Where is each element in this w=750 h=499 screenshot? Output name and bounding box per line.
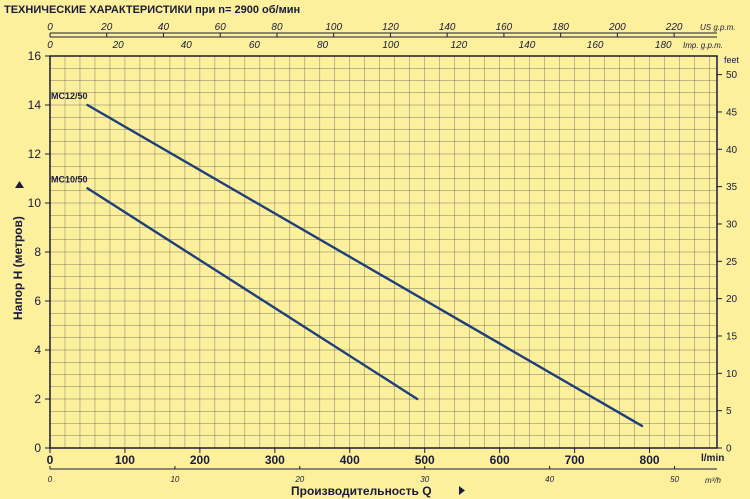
- series-label: MC12/50: [51, 91, 88, 101]
- y-feet-tick-label: 35: [726, 182, 738, 193]
- top-imp-tick-label: 140: [519, 40, 536, 51]
- series-line: [86, 103, 644, 428]
- top-us-tick-label: 140: [439, 22, 456, 33]
- top-imp-tick-label: 80: [317, 40, 329, 51]
- chart-title: ТЕХНИЧЕСКИЕ ХАРАКТЕРИСТИКИ при n= 2900 о…: [4, 4, 300, 16]
- y-feet-tick-label: 50: [726, 70, 738, 81]
- x-axis-title: Производительность Q: [291, 484, 432, 498]
- right-axis-unit: feet: [724, 55, 740, 65]
- x-tick-label: 200: [190, 453, 210, 467]
- y-axis-title: Напор H (метров): [11, 216, 25, 320]
- x-m3h-tick-label: 30: [420, 475, 429, 484]
- y-feet-tick-label: 10: [726, 369, 738, 380]
- top-us-tick-label: 120: [382, 22, 399, 33]
- top-imp-tick-label: 20: [112, 40, 125, 51]
- y-axis-arrow-icon: [15, 181, 24, 188]
- x-m3h-tick-label: 50: [670, 475, 679, 484]
- x-m3h-tick-label: 40: [545, 475, 554, 484]
- top-us-tick-label: 60: [215, 22, 227, 33]
- series-line: [86, 187, 419, 401]
- y-feet-tick-label: 20: [726, 294, 738, 305]
- top-imp-tick-label: 100: [382, 40, 399, 51]
- top-us-tick-label: 0: [47, 22, 53, 33]
- y-feet-tick-label: 30: [726, 219, 738, 230]
- y-feet-tick-label: 0: [726, 444, 732, 455]
- x-tick-label: 800: [640, 453, 660, 467]
- y-tick-label: 14: [28, 98, 42, 112]
- top-axis-us-unit: US g.p.m.: [700, 23, 736, 32]
- top-us-tick-label: 20: [100, 22, 113, 33]
- x-axis-unit: l/min: [701, 453, 724, 464]
- y-tick-label: 8: [34, 245, 41, 259]
- top-imp-tick-label: 160: [587, 40, 604, 51]
- top-imp-tick-label: 60: [249, 40, 261, 51]
- top-us-tick-label: 200: [608, 22, 626, 33]
- top-us-tick-label: 160: [496, 22, 513, 33]
- x-tick-label: 600: [490, 453, 510, 467]
- x-tick-label: 0: [47, 453, 54, 467]
- x-m3h-tick-label: 0: [48, 475, 53, 484]
- y-tick-label: 10: [28, 196, 42, 210]
- y-feet-tick-label: 40: [726, 145, 738, 156]
- x-tick-label: 500: [415, 453, 435, 467]
- y-feet-tick-label: 5: [726, 406, 732, 417]
- y-tick-label: 0: [34, 441, 41, 455]
- top-us-tick-label: 100: [325, 22, 342, 33]
- y-feet-tick-label: 15: [726, 331, 738, 342]
- x-m3h-tick-label: 20: [294, 475, 304, 484]
- top-imp-tick-label: 0: [47, 40, 53, 51]
- y-feet-tick-label: 25: [726, 257, 738, 268]
- series-label: MC10/50: [51, 174, 88, 184]
- y-tick-label: 4: [34, 343, 41, 357]
- x-tick-label: 100: [115, 453, 135, 467]
- x-axis-arrow-icon: [459, 486, 465, 495]
- x-axis-m3h-unit: m³/h: [705, 476, 722, 485]
- y-tick-label: 12: [28, 147, 42, 161]
- y-tick-label: 6: [34, 294, 41, 308]
- x-tick-label: 300: [265, 453, 285, 467]
- top-us-tick-label: 180: [552, 22, 569, 33]
- top-imp-tick-label: 180: [655, 40, 672, 51]
- chart-grid: [50, 56, 717, 448]
- top-us-tick-label: 40: [158, 22, 170, 33]
- x-tick-label: 400: [340, 453, 360, 467]
- x-m3h-tick-label: 10: [170, 475, 179, 484]
- top-imp-tick-label: 40: [181, 40, 193, 51]
- x-tick-label: 700: [565, 453, 585, 467]
- top-us-tick-label: 220: [665, 22, 683, 33]
- top-axis-imp-unit: Imp. g.p.m.: [683, 41, 723, 50]
- y-feet-tick-label: 45: [726, 107, 738, 118]
- y-tick-label: 16: [28, 49, 42, 63]
- chart-series: MC12/50 MC10/50: [51, 91, 644, 428]
- y-tick-label: 2: [34, 392, 41, 406]
- top-us-tick-label: 80: [271, 22, 283, 33]
- top-imp-tick-label: 120: [450, 40, 467, 51]
